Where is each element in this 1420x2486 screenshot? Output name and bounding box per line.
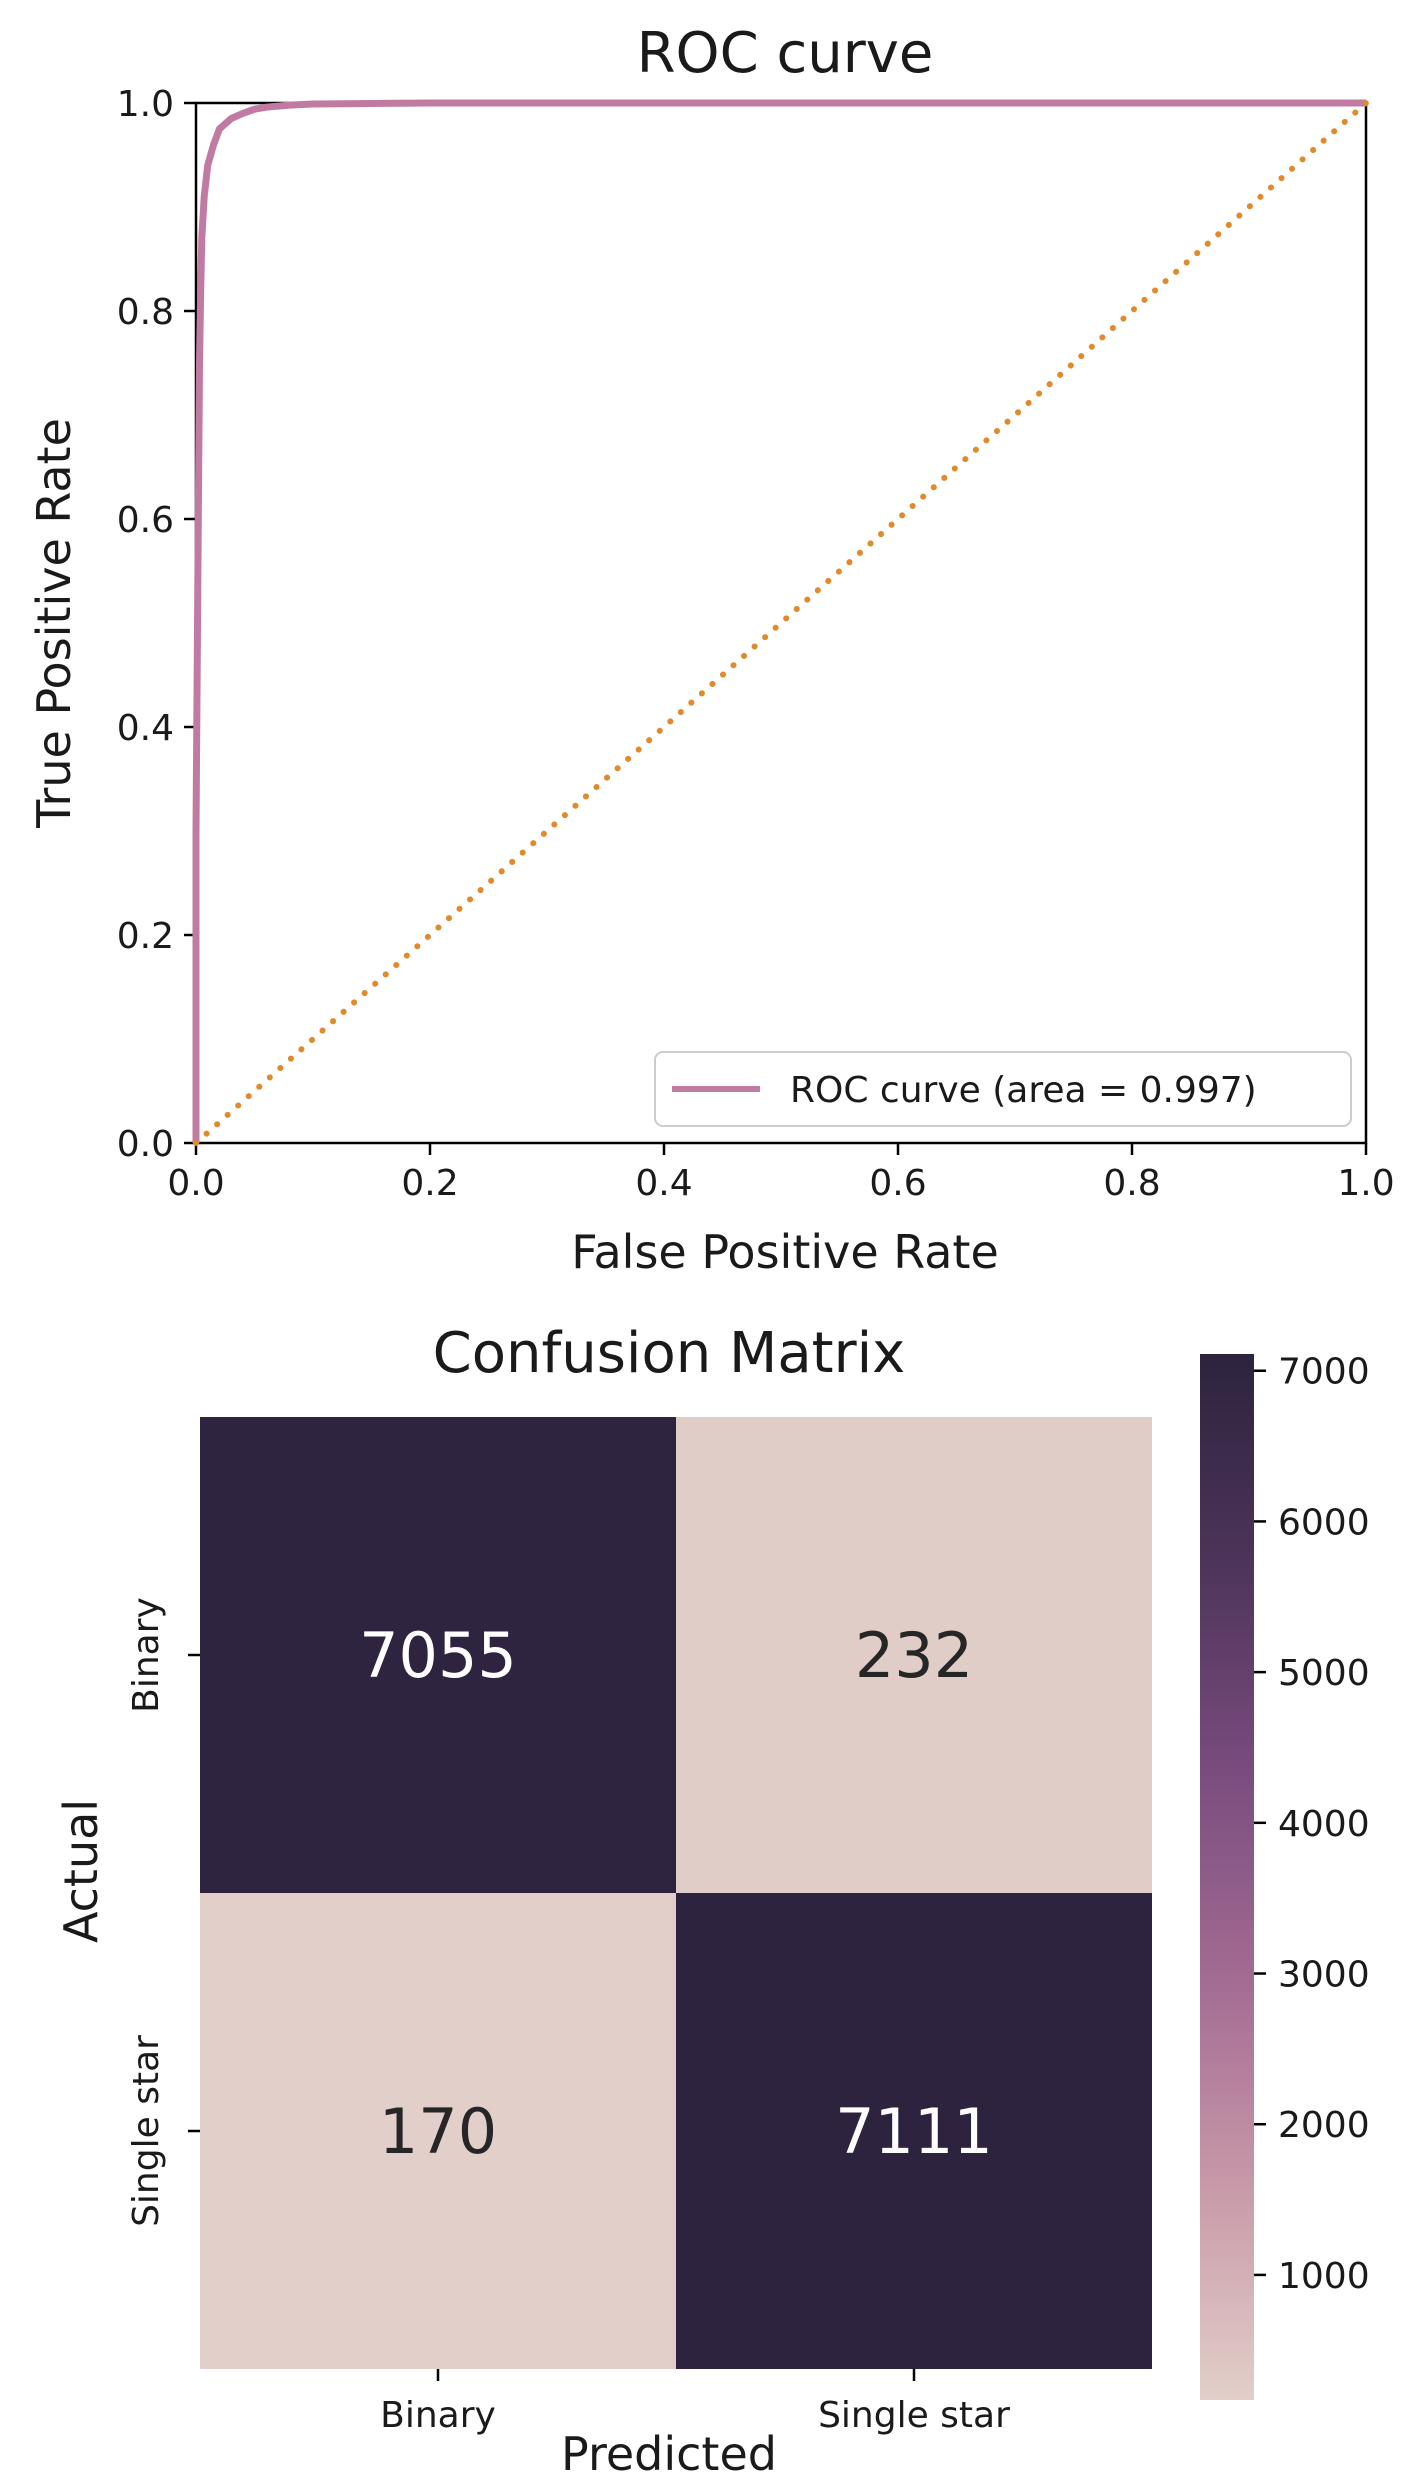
roc-y-tick-label: 0.6 [117,500,174,541]
colorbar-tick-label: 3000 [1278,1955,1370,1996]
roc-y-ticks: 0.0 0.2 0.4 0.6 0.8 1.0 [117,84,196,1165]
roc-legend-label: ROC curve (area = 0.997) [790,1070,1257,1111]
cm-cells: 7055 232 170 7111 [200,1417,1152,2369]
roc-x-tick-label: 0.4 [635,1163,692,1204]
roc-legend: ROC curve (area = 0.997) [654,1051,1352,1127]
cm-x-ticks: Binary Single star [380,2369,1010,2436]
cm-cell-value: 7111 [835,2095,993,2168]
roc-x-axis-label: False Positive Rate [571,1225,999,1279]
cm-x-axis-label: Predicted [561,2427,777,2481]
cm-cell-value: 7055 [359,1619,517,1692]
colorbar-tick-label: 4000 [1278,1804,1370,1845]
roc-legend-box [654,1051,1352,1127]
roc-x-tick-label: 1.0 [1337,1163,1394,1204]
colorbar-tick-label: 6000 [1278,1502,1370,1543]
cm-cell [200,1893,676,2369]
cm-cell-value: 232 [855,1619,973,1692]
roc-x-tick-label: 0.6 [869,1163,926,1204]
cm-cell [676,1893,1152,2369]
roc-x-tick-label: 0.2 [401,1163,458,1204]
colorbar-tick-label: 2000 [1278,2105,1370,2146]
roc-y-axis-label: True Positive Rate [27,418,81,829]
cm-x-tick-label: Binary [380,2395,496,2436]
cm-y-ticks: Binary Single star [126,1597,200,2227]
roc-x-ticks: 0.0 0.2 0.4 0.6 0.8 1.0 [167,1143,1395,1204]
cm-title: Confusion Matrix [433,1321,906,1386]
colorbar-ticks: 1000 2000 3000 4000 5000 6000 7000 [1254,1352,1370,2297]
roc-plot-area [194,101,1368,1145]
roc-y-tick-label: 1.0 [117,84,174,125]
colorbar-gradient [1200,1354,1254,2400]
roc-curve-line [192,99,1366,1143]
roc-title: ROC curve [637,21,934,86]
roc-y-tick-label: 0.4 [117,708,174,749]
colorbar-tick-label: 7000 [1278,1352,1370,1393]
roc-series [192,99,1369,1146]
roc-y-tick-label: 0.2 [117,916,174,957]
roc-x-tick-label: 0.0 [167,1163,224,1204]
roc-x-tick-label: 0.8 [1103,1163,1160,1204]
cm-cell-value: 170 [379,2095,497,2168]
roc-chart: ROC curve 0.0 0.2 0.4 0.6 0.8 1.0 0.00.20.40.… [27,21,1395,1279]
roc-y-tick-label: 0.0 [117,1124,174,1165]
cm-y-axis-label: Actual [54,1799,108,1943]
cm-cell [676,1417,1152,1893]
cm-cell [200,1417,676,1893]
colorbar-tick-label: 5000 [1278,1653,1370,1694]
cm-colorbar: 1000 2000 3000 4000 5000 6000 7000 [1200,1352,1370,2400]
roc-y-tick-label: 0.8 [117,292,174,333]
cm-y-tick-label: Binary [126,1597,167,1713]
cm-x-tick-label: Single star [818,2395,1010,2436]
confusion-matrix-chart: Confusion Matrix 7055 232 170 7111 Binary Si… [54,1321,1370,2481]
colorbar-tick-label: 1000 [1278,2256,1370,2297]
cm-y-tick-label: Single star [126,2035,167,2227]
